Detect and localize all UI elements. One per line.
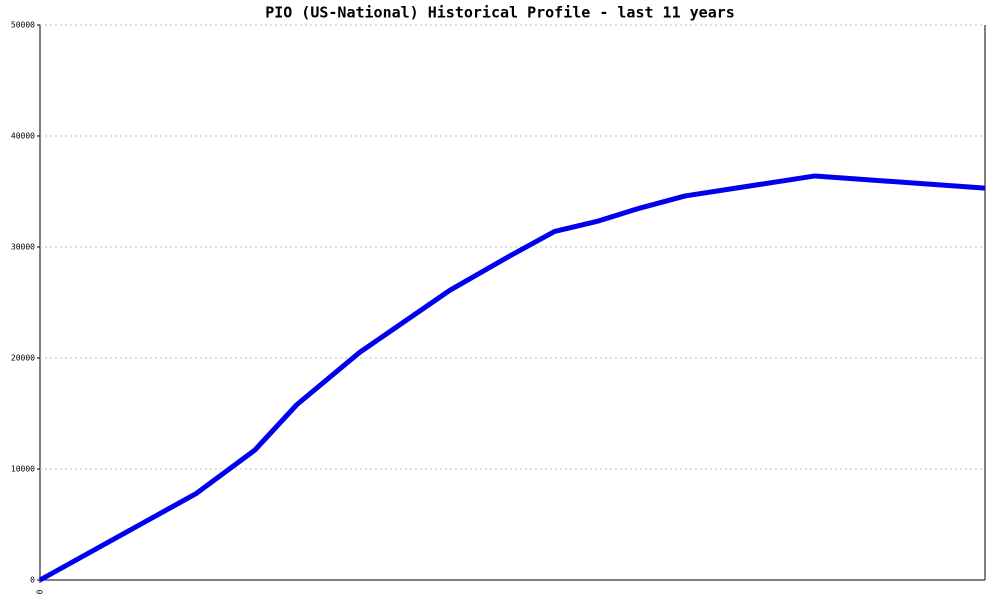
y-tick-label: 0 <box>30 576 35 585</box>
x-tick-label: 0 <box>36 589 45 594</box>
y-tick-label: 30000 <box>11 243 35 252</box>
y-tick-label: 40000 <box>11 132 35 141</box>
y-tick-label: 10000 <box>11 465 35 474</box>
chart-title: PIO (US-National) Historical Profile - l… <box>265 4 735 22</box>
data-line <box>38 173 986 583</box>
y-tick-label: 50000 <box>11 21 35 30</box>
y-tick-label: 20000 <box>11 354 35 363</box>
